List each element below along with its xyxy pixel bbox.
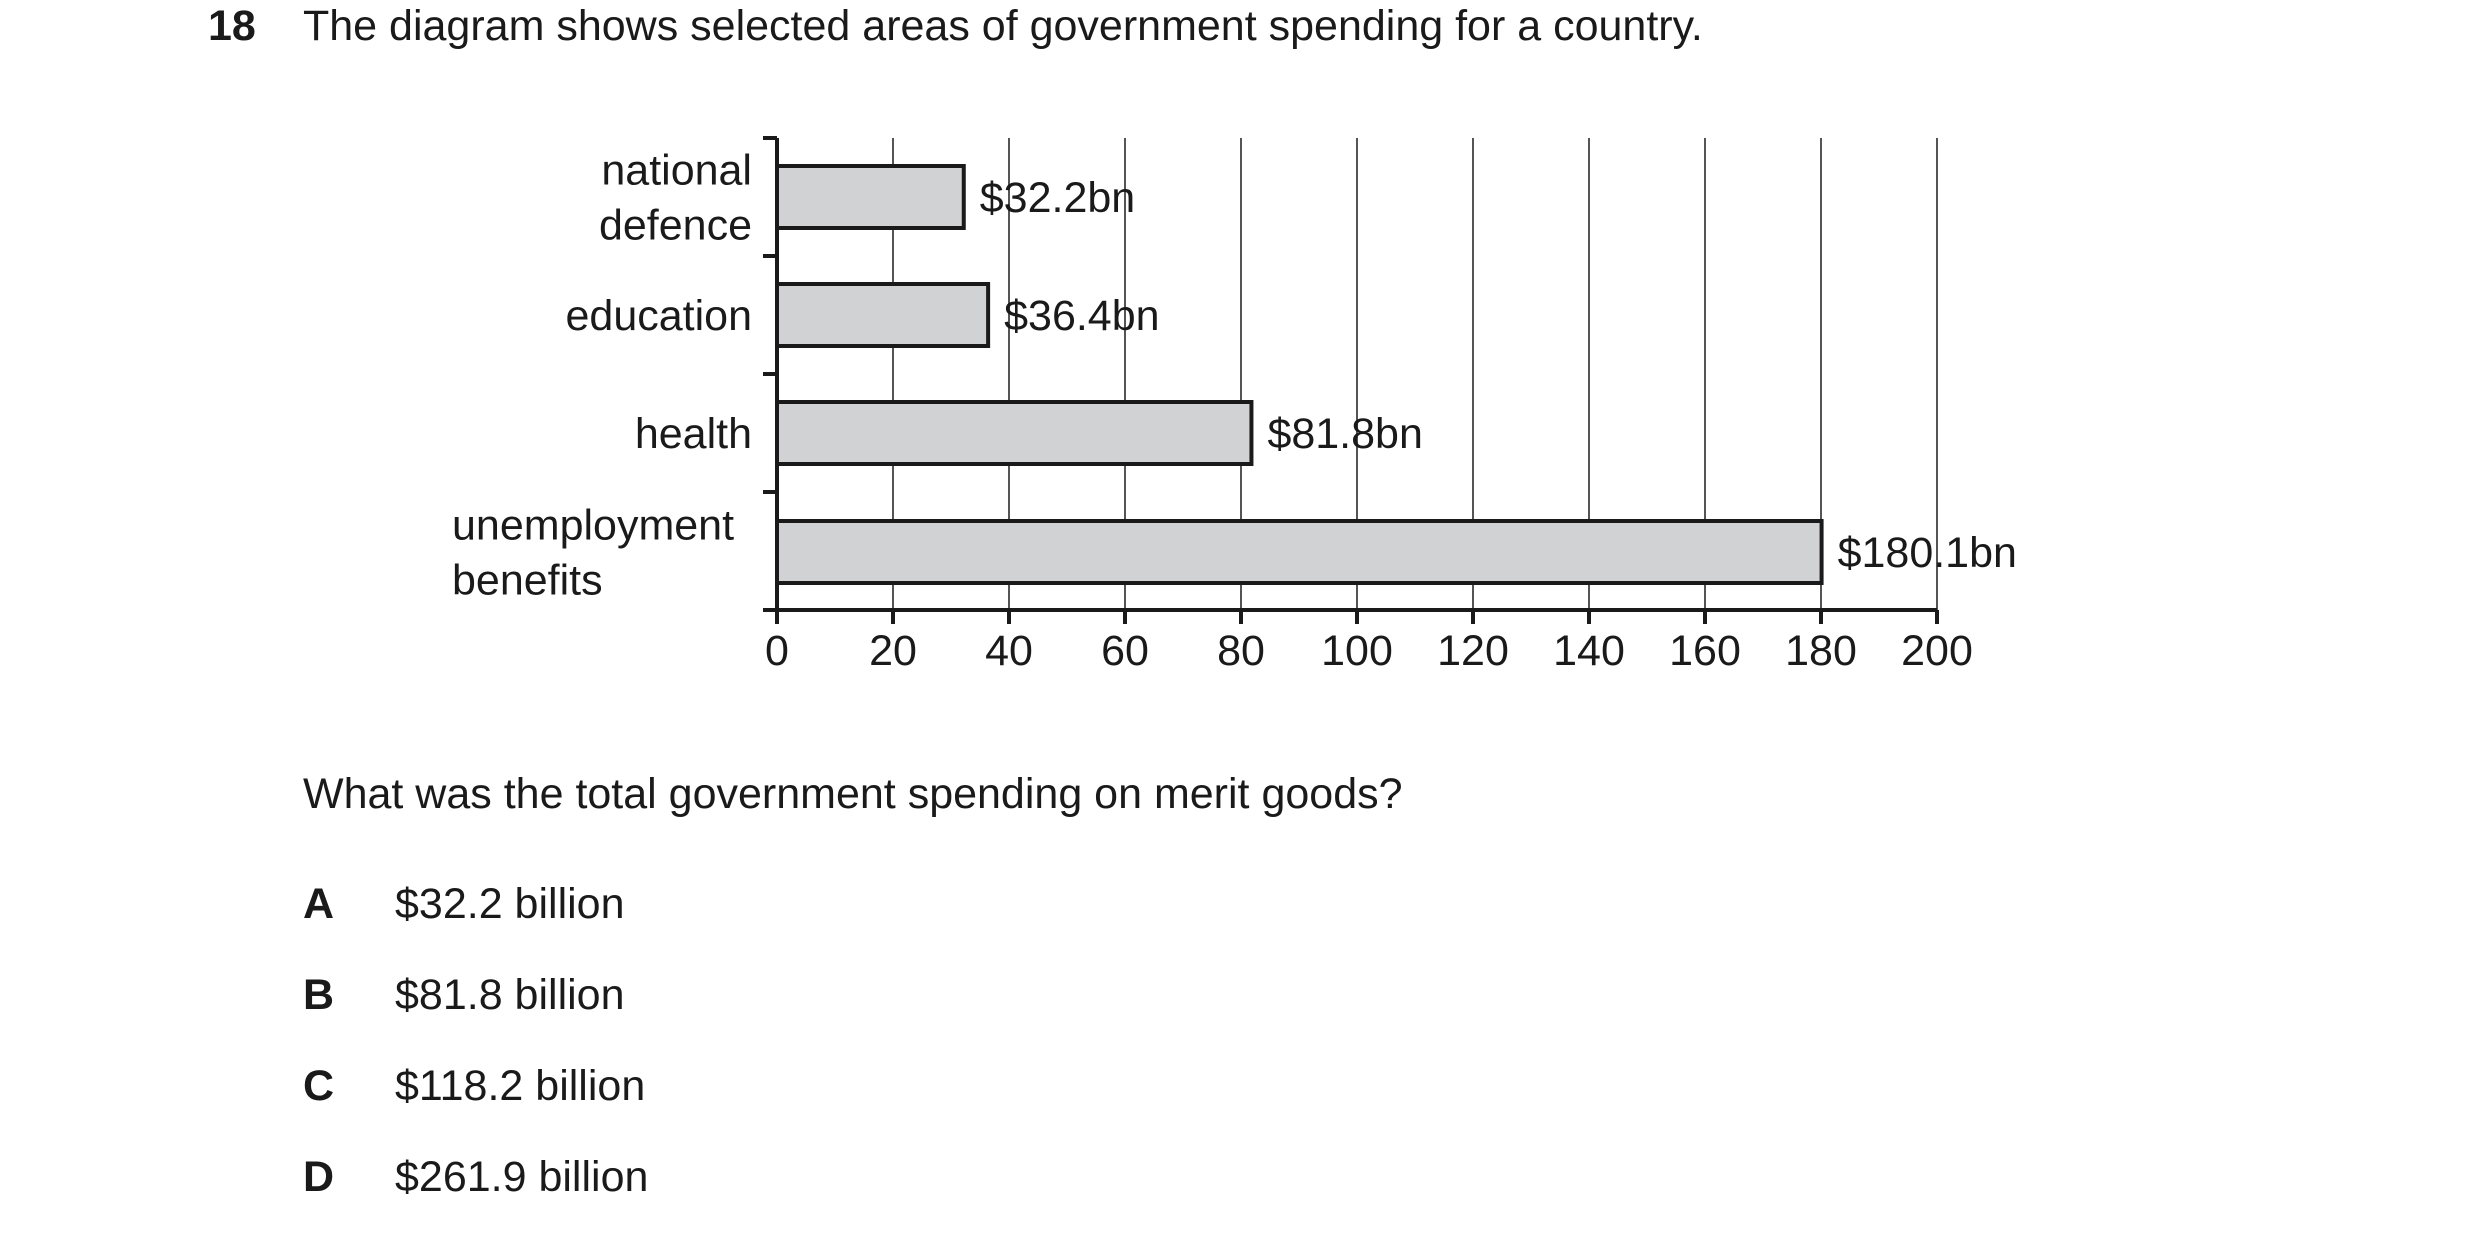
option-letter: A (303, 880, 335, 928)
option-letter: C (303, 1062, 335, 1110)
category-label: education (566, 292, 753, 340)
data-label: $36.4bn (1004, 292, 1159, 340)
data-label: $180.1bn (1838, 529, 2017, 577)
question-prompt: What was the total government spending o… (303, 770, 1403, 818)
bar (775, 519, 1824, 585)
x-tick-label: 120 (1437, 627, 1509, 675)
x-tick-label: 100 (1321, 627, 1393, 675)
data-label: $81.8bn (1267, 410, 1422, 458)
x-tick-label: 20 (869, 627, 917, 675)
spending-bar-chart: 0 20 40 60 80 100 120 140 160 180 200 $32.2bn $36.4b… (452, 136, 2017, 675)
question-number: 18 (208, 2, 256, 50)
bar (775, 164, 966, 230)
option-letter: B (303, 971, 335, 1019)
option-text: $261.9 billion (395, 1153, 649, 1201)
x-tick-label: 160 (1669, 627, 1741, 675)
x-tick-label: 140 (1553, 627, 1625, 675)
option-text: $118.2 billion (395, 1062, 646, 1110)
x-tick-label: 80 (1217, 627, 1265, 675)
option-text: $32.2 billion (395, 880, 625, 928)
x-tick-label: 40 (985, 627, 1033, 675)
category-label: defence (599, 202, 752, 250)
category-label: national (601, 147, 752, 195)
x-tick-label: 200 (1901, 627, 1973, 675)
data-label: $32.2bn (980, 174, 1135, 222)
bar (775, 400, 1254, 466)
option-text: $81.8 billion (395, 971, 625, 1019)
category-label: unemployment (452, 502, 734, 550)
x-tick-label: 0 (765, 627, 789, 675)
option-letter: D (303, 1153, 335, 1201)
category-label: health (635, 410, 752, 458)
bar (775, 282, 991, 348)
category-label: benefits (452, 557, 603, 605)
question-stem: The diagram shows selected areas of gove… (303, 2, 1703, 50)
x-tick-label: 60 (1101, 627, 1149, 675)
x-tick-label: 180 (1785, 627, 1857, 675)
